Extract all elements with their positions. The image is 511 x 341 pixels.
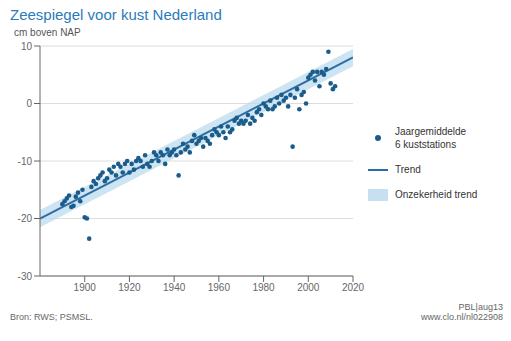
svg-text:1940: 1940 bbox=[163, 282, 186, 293]
svg-text:2000: 2000 bbox=[297, 282, 320, 293]
svg-text:0: 0 bbox=[26, 98, 32, 109]
svg-text:-30: -30 bbox=[18, 271, 33, 282]
html-text:PBL|aug13 www.clo.nl/nl022908: PBL|aug13 www.clo.nl/nl022908 bbox=[420, 302, 503, 322]
svg-text:1960: 1960 bbox=[208, 282, 231, 293]
svg-text:-10: -10 bbox=[18, 156, 33, 167]
svg-text:-20: -20 bbox=[18, 213, 33, 224]
html-text:cm boven NAP: cm boven NAP bbox=[14, 27, 81, 38]
svg-text:1920: 1920 bbox=[118, 282, 141, 293]
html-text:Zeespiegel voor kust Nederland: Zeespiegel voor kust Nederland bbox=[10, 6, 222, 23]
html-text:Onzekerheid trend: Onzekerheid trend bbox=[395, 189, 478, 200]
html-text:Bron: RWS; PSMSL.: Bron: RWS; PSMSL. bbox=[10, 312, 93, 322]
svg-text:1980: 1980 bbox=[252, 282, 275, 293]
svg-text:2020: 2020 bbox=[342, 282, 365, 293]
svg-text:1900: 1900 bbox=[74, 282, 97, 293]
html-text:Trend: Trend bbox=[395, 164, 421, 175]
svg-text:10: 10 bbox=[21, 41, 33, 52]
html-text:Jaargemiddelde 6 kuststations: Jaargemiddelde 6 kuststations bbox=[395, 126, 467, 150]
